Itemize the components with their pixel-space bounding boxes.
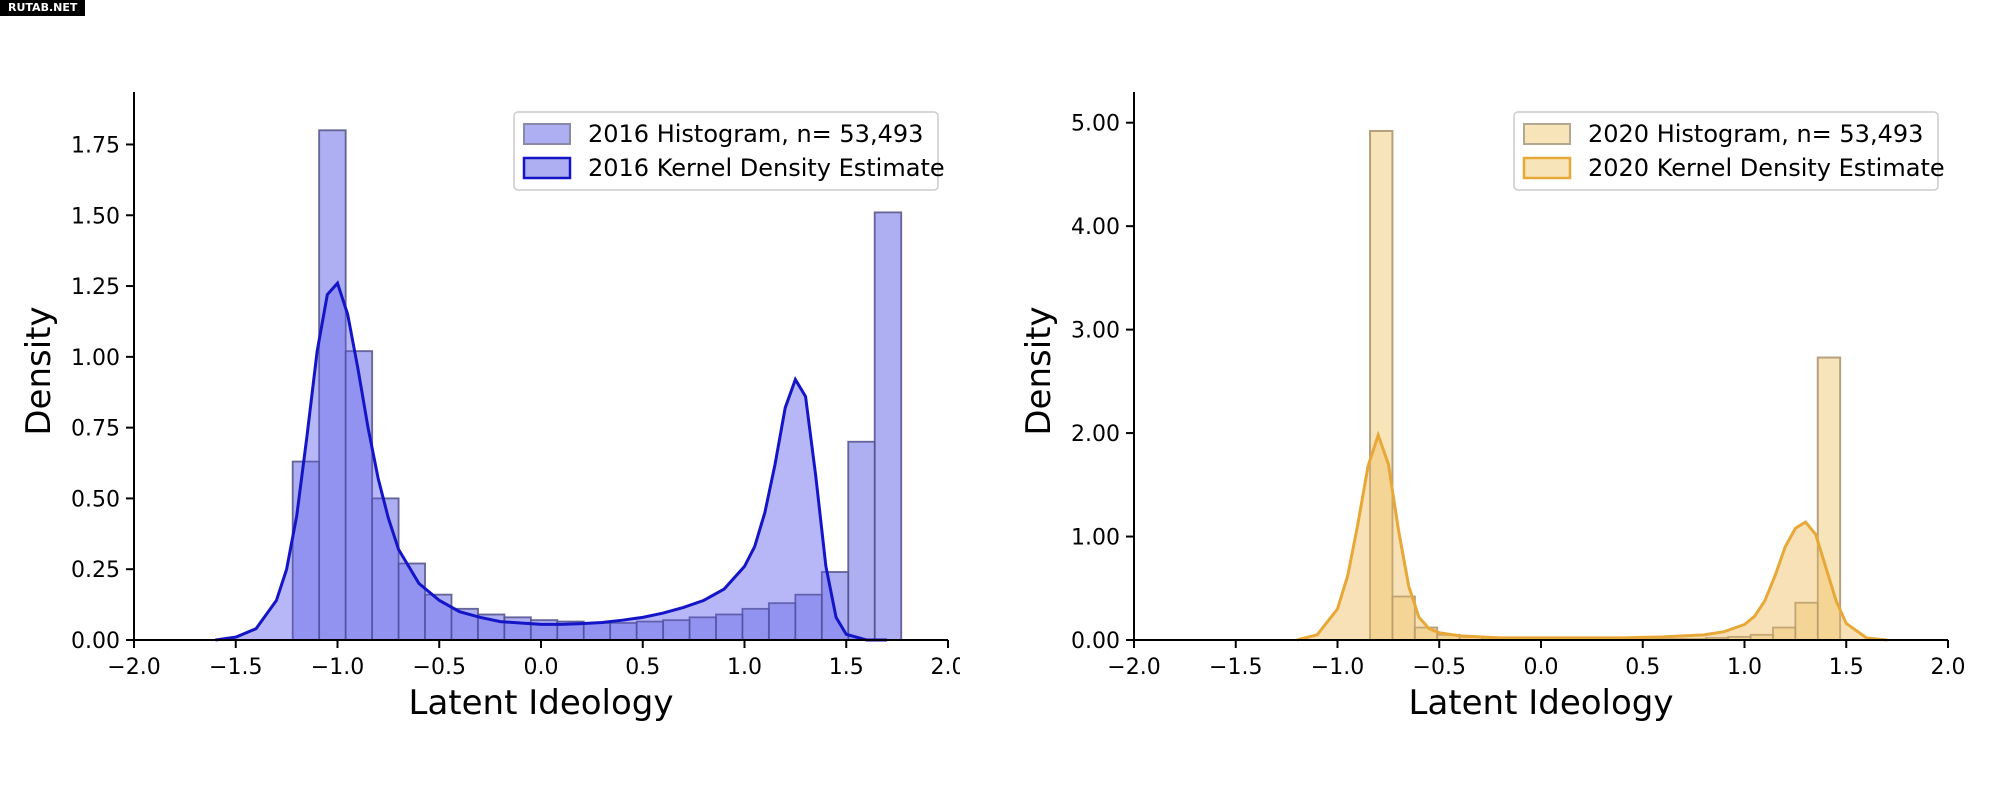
- legend-swatch-histogram: [523, 123, 571, 145]
- legend-label-kde: 2020 Kernel Density Estimate: [1588, 154, 1945, 182]
- y-tick-label: 2.00: [1071, 422, 1120, 447]
- watermark-label: RUTAB.NET: [0, 0, 86, 16]
- chart-2020: −2.0 −1.5 −1.0 −0.5 0.0 0.5 1.0 1.5 2.0 0.00 1.00 2…: [1019, 92, 1966, 723]
- legend-box: [1513, 111, 1939, 191]
- x-tick-label: 1.5: [1829, 655, 1864, 680]
- legend-label-kde: 2016 Kernel Density Estimate: [588, 154, 945, 182]
- y-tick-label: 3.00: [1071, 319, 1120, 344]
- y-tick-label: 5.00: [1071, 112, 1120, 137]
- x-tick-label: −1.5: [1209, 655, 1262, 680]
- y-axis-title: Density: [1019, 306, 1059, 435]
- histogram-bars: [1369, 129, 1842, 642]
- y-tick-label: 0.00: [71, 629, 120, 654]
- y-tick-label: 1.50: [71, 204, 120, 229]
- kde-area: [1296, 435, 1887, 640]
- kde-line: [215, 280, 887, 642]
- histogram-bar-outlines: [1369, 130, 1841, 641]
- legend-swatch-kde: [522, 156, 572, 180]
- legend-box: [513, 111, 939, 191]
- kde-area: [215, 283, 887, 640]
- y-tick-label: 1.00: [1071, 526, 1120, 551]
- x-tick-label: −2.0: [1107, 655, 1160, 680]
- x-tick-label: 0.0: [1524, 655, 1559, 680]
- x-tick-label: −0.5: [1413, 655, 1466, 680]
- x-tick-label: 0.5: [625, 655, 660, 680]
- y-tick-label: 0.75: [71, 417, 120, 442]
- y-tick-label: 0.25: [71, 558, 120, 583]
- legend-label-histogram: 2016 Histogram, n= 53,493: [588, 120, 923, 148]
- legend: 2016 Histogram, n= 53,493 2016 Kernel Den…: [513, 111, 945, 191]
- x-tick-label: −1.0: [311, 655, 364, 680]
- x-tick-label: −1.5: [209, 655, 262, 680]
- y-tick-label: 0.00: [1071, 629, 1120, 654]
- y-tick-label: 1.00: [71, 346, 120, 371]
- y-tick-label: 1.75: [71, 133, 120, 158]
- x-tick-label: −2.0: [107, 655, 160, 680]
- x-tick-label: 0.5: [1625, 655, 1660, 680]
- x-tick-label: −1.0: [1311, 655, 1364, 680]
- x-tick-label: 0.0: [524, 655, 559, 680]
- y-tick-label: 4.00: [1071, 215, 1120, 240]
- x-tick-label: 1.0: [1727, 655, 1762, 680]
- histogram-bar: [873, 211, 903, 641]
- y-axis-title: Density: [19, 306, 59, 435]
- y-tick-label: 0.50: [71, 487, 120, 512]
- y-tick-label: 1.25: [71, 275, 120, 300]
- legend-label-histogram: 2020 Histogram, n= 53,493: [1588, 120, 1923, 148]
- x-tick-label: 2.0: [1931, 655, 1966, 680]
- x-tick-label: 1.0: [727, 655, 762, 680]
- histogram-bar: [847, 440, 876, 641]
- x-tick-label: 2.0: [931, 655, 961, 680]
- x-axis-title: Latent Ideology: [409, 683, 674, 723]
- legend-swatch-histogram: [1523, 123, 1571, 145]
- x-axis-title: Latent Ideology: [1409, 683, 1674, 723]
- x-tick-label: 1.5: [829, 655, 864, 680]
- kde-line: [1296, 430, 1888, 642]
- legend-swatch-kde: [1522, 156, 1572, 180]
- chart-2016: −2.0 −1.5 −1.0 −0.5 0.0 0.5 1.0 1.5 2.0 0.00 0.25 0…: [19, 92, 961, 723]
- x-tick-label: −0.5: [413, 655, 466, 680]
- legend: 2020 Histogram, n= 53,493 2020 Kernel Den…: [1513, 111, 1945, 191]
